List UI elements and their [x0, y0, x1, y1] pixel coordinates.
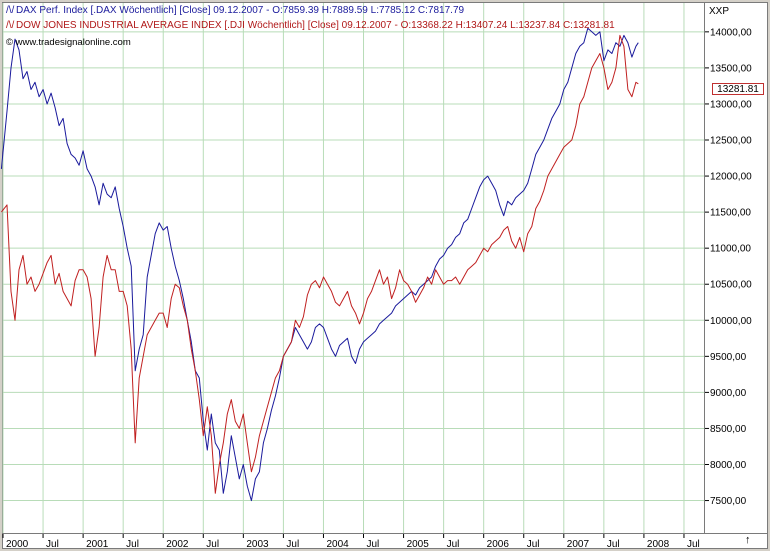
x-tick-label: Jul — [286, 539, 299, 550]
x-tick-label: Jul — [206, 539, 219, 550]
y-tick-label: 9000,00 — [710, 388, 747, 399]
legend-dji-text: DOW JONES INDUSTRIAL AVERAGE INDEX [.DJI… — [16, 20, 561, 31]
series-line-dax — [0, 27, 639, 502]
legend-dji-close: C:13281.81 — [562, 20, 615, 31]
y-tick-label: 13000,00 — [710, 99, 752, 110]
x-tick-label: 2006 — [487, 539, 510, 550]
axis-unit-label: XXP — [709, 6, 730, 17]
x-tick-label: 2004 — [326, 539, 349, 550]
legend-dji[interactable]: /\/DOW JONES INDUSTRIAL AVERAGE INDEX [.… — [6, 20, 615, 32]
x-tick-label: Jul — [687, 539, 700, 550]
y-tick-label: 12000,00 — [710, 172, 752, 183]
x-tick-label: 2000 — [6, 539, 29, 550]
x-tick-label: 2002 — [166, 539, 189, 550]
x-tick-label: Jul — [46, 539, 59, 550]
last-value-marker: 13281.81 — [712, 83, 764, 95]
copyright-icon: © — [6, 37, 13, 48]
x-tick-label: Jul — [527, 539, 540, 550]
x-tick-label: 2001 — [86, 539, 109, 550]
dji-line-icon: /\/ — [6, 20, 15, 31]
y-tick-label: 8500,00 — [710, 424, 747, 435]
y-tick-label: 12500,00 — [710, 136, 752, 147]
x-tick-label: Jul — [367, 539, 380, 550]
x-tick-label: 2007 — [567, 539, 590, 550]
scroll-up-icon[interactable]: ↑ — [745, 534, 751, 546]
x-tick-label: Jul — [126, 539, 139, 550]
legend-dax[interactable]: /\/DAX Perf. Index [.DAX Wöchentlich] [C… — [6, 5, 464, 17]
y-tick-label: 14000,00 — [710, 27, 752, 38]
y-tick-label: 8000,00 — [710, 460, 747, 471]
y-tick-label: 13500,00 — [710, 63, 752, 74]
x-tick-label: 2003 — [246, 539, 269, 550]
plot-area[interactable] — [2, 2, 705, 534]
series-line-dji — [1, 34, 639, 494]
time-axis-panel[interactable] — [2, 534, 768, 549]
y-tick-label: 10000,00 — [710, 316, 752, 327]
x-tick-label: Jul — [607, 539, 620, 550]
x-tick-label: 2008 — [647, 539, 670, 550]
legend-dax-close: C:7817.79 — [417, 5, 465, 16]
y-tick-label: 11000,00 — [710, 244, 751, 255]
x-tick-label: 2005 — [407, 539, 430, 550]
y-tick-label: 7500,00 — [710, 496, 747, 507]
source-credit: © www.tradesignalonline.com — [6, 37, 131, 48]
dax-line-icon: /\/ — [6, 5, 15, 16]
y-tick-label: 9500,00 — [710, 352, 747, 363]
legend-dax-text: DAX Perf. Index [.DAX Wöchentlich] [Clos… — [16, 5, 416, 16]
x-tick-label: Jul — [447, 539, 460, 550]
y-tick-label: 10500,00 — [710, 280, 752, 291]
y-tick-label: 11500,00 — [710, 208, 751, 219]
source-url: www.tradesignalonline.com — [15, 37, 131, 48]
